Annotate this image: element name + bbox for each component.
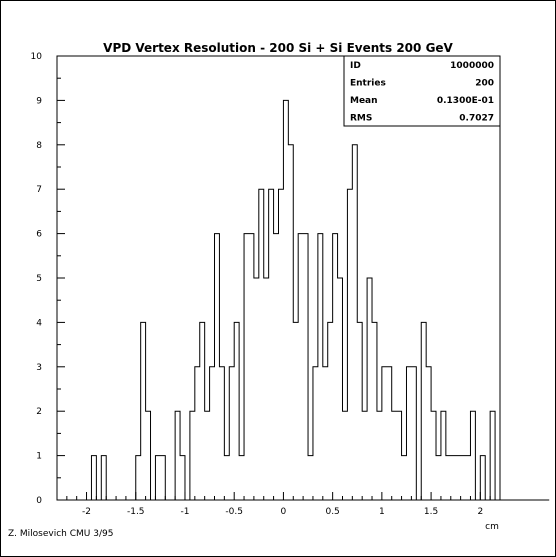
y-tick-label: 10 <box>31 52 43 62</box>
x-axis-label: cm <box>485 522 499 532</box>
y-tick-label: 6 <box>36 230 42 240</box>
chart-title: VPD Vertex Resolution - 200 Si + Si Even… <box>103 41 453 55</box>
stats-label: Mean <box>350 96 378 106</box>
y-tick-label: 2 <box>36 407 42 417</box>
x-tick-label: 0 <box>281 507 287 517</box>
y-tick-label: 0 <box>36 496 42 506</box>
y-tick-label: 1 <box>36 452 42 462</box>
stats-label: Entries <box>350 79 386 89</box>
x-tick-label: -2 <box>82 507 91 517</box>
stats-label: ID <box>350 61 361 71</box>
stats-label: RMS <box>350 114 372 124</box>
footer-note: Z. Milosevich CMU 3/95 <box>8 529 113 539</box>
x-tick-label: 1.5 <box>424 507 438 517</box>
stats-value: 200 <box>475 79 494 89</box>
x-tick-label: -1.5 <box>127 507 145 517</box>
y-axis: 0 1 2 3 4 5 6 7 8 9 10 <box>31 52 65 506</box>
y-tick-label: 4 <box>36 318 42 328</box>
y-tick-label: 9 <box>36 96 42 106</box>
x-tick-label: 2 <box>477 507 483 517</box>
y-tick-label: 7 <box>36 185 42 195</box>
stats-value: 1000000 <box>450 61 494 71</box>
x-tick-label: 1 <box>379 507 385 517</box>
x-axis: -2 -1.5 -1 -0.5 0 0.5 1 1.5 2 <box>56 492 501 517</box>
stats-box: ID 1000000 Entries 200 Mean 0.1300E-01 RMS 0.70… <box>343 55 501 127</box>
y-tick-label: 3 <box>36 363 42 373</box>
stats-value: 0.1300E-01 <box>437 96 494 106</box>
y-tick-label: 8 <box>36 141 42 151</box>
x-tick-label: -1 <box>180 507 189 517</box>
histogram-series-line <box>57 99 550 501</box>
y-tick-label: 5 <box>36 274 42 284</box>
x-tick-label: -0.5 <box>225 507 243 517</box>
x-tick-label: 0.5 <box>325 507 339 517</box>
stats-value: 0.7027 <box>459 114 494 124</box>
stats-box-frame <box>343 55 501 127</box>
